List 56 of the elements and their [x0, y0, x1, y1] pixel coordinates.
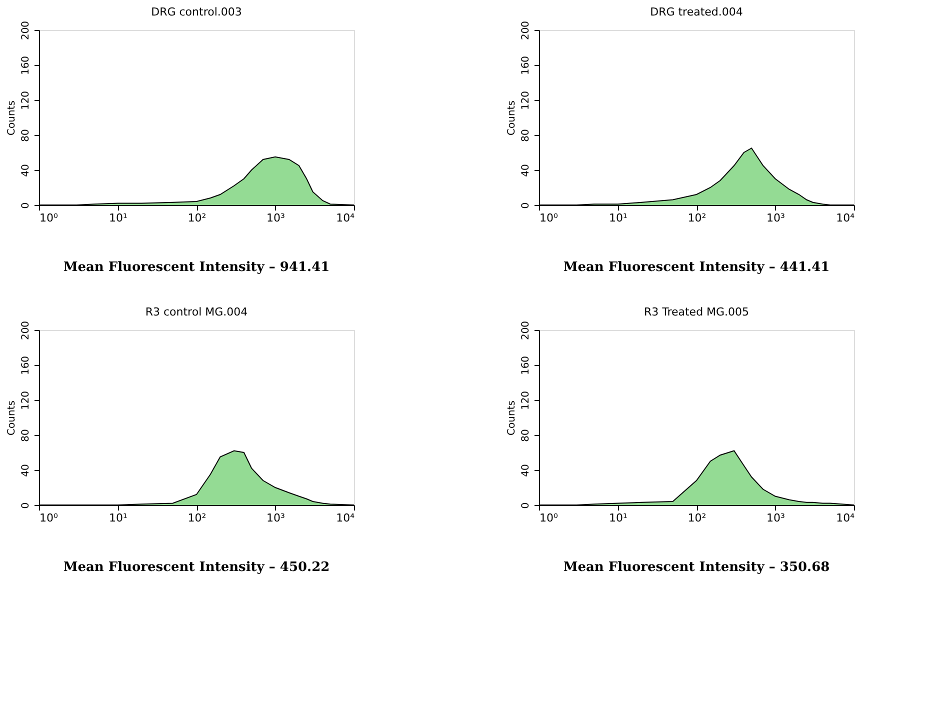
y-tick-label: 120 [520, 390, 532, 410]
y-tick-label: 80 [520, 129, 532, 142]
x-tick-label: 10⁴ [336, 212, 356, 224]
y-tick-label: 40 [20, 164, 32, 177]
y-tick-label: 160 [20, 56, 32, 76]
x-tick-label: 10³ [266, 212, 285, 224]
y-axis-title: Counts [506, 100, 518, 136]
x-tick-label: 10⁴ [336, 512, 356, 524]
y-tick-label: 0 [20, 202, 32, 209]
chart-title: DRG control.003 [151, 5, 242, 18]
x-tick-label: 10⁰ [40, 512, 58, 524]
x-tick-label: 10¹ [609, 512, 628, 524]
chart-title: R3 Treated MG.005 [644, 305, 750, 318]
y-tick-label: 80 [20, 429, 32, 442]
x-tick-label: 10³ [766, 212, 785, 224]
y-tick-label: 40 [520, 464, 532, 477]
y-tick-label: 0 [520, 502, 532, 509]
text: Mean Fluorescent Intensity – 441.41 [563, 260, 830, 275]
y-tick-label: 40 [20, 464, 32, 477]
x-tick-label: 10⁰ [40, 212, 58, 224]
y-tick-label: 80 [20, 129, 32, 142]
x-tick-label: 10¹ [609, 212, 628, 224]
text: Mean Fluorescent Intensity – 450.22 [63, 560, 330, 575]
y-tick-label: 200 [520, 20, 532, 40]
y-tick-label: 160 [20, 356, 32, 376]
x-tick-label: 10² [688, 512, 706, 524]
x-tick-label: 10² [688, 212, 706, 224]
text: Mean Fluorescent Intensity – 941.41 [63, 260, 330, 275]
y-tick-label: 120 [20, 90, 32, 110]
x-tick-label: 10² [188, 512, 206, 524]
y-tick-label: 0 [520, 202, 532, 209]
chart-title: R3 control MG.004 [145, 305, 248, 318]
chart-title: DRG treated.004 [650, 5, 743, 18]
y-axis-title: Counts [506, 400, 518, 436]
x-tick-label: 10² [188, 212, 206, 224]
x-tick-label: 10³ [266, 512, 285, 524]
x-tick-label: 10¹ [109, 212, 128, 224]
y-tick-label: 40 [520, 164, 532, 177]
y-tick-label: 120 [520, 90, 532, 110]
x-tick-label: 10³ [766, 512, 785, 524]
x-tick-label: 10⁰ [540, 512, 558, 524]
x-tick-label: 10⁴ [836, 212, 856, 224]
y-tick-label: 200 [20, 20, 32, 40]
y-tick-label: 160 [520, 356, 532, 376]
x-tick-label: 10⁴ [836, 512, 856, 524]
x-tick-label: 10⁰ [540, 212, 558, 224]
y-tick-label: 200 [20, 320, 32, 340]
y-axis-title: Counts [6, 400, 18, 436]
y-tick-label: 160 [520, 56, 532, 76]
text: Mean Fluorescent Intensity – 350.68 [563, 560, 830, 575]
y-axis-title: Counts [6, 100, 18, 136]
y-tick-label: 80 [520, 429, 532, 442]
y-tick-label: 0 [20, 502, 32, 509]
y-tick-label: 200 [520, 320, 532, 340]
x-tick-label: 10¹ [109, 512, 128, 524]
y-tick-label: 120 [20, 390, 32, 410]
